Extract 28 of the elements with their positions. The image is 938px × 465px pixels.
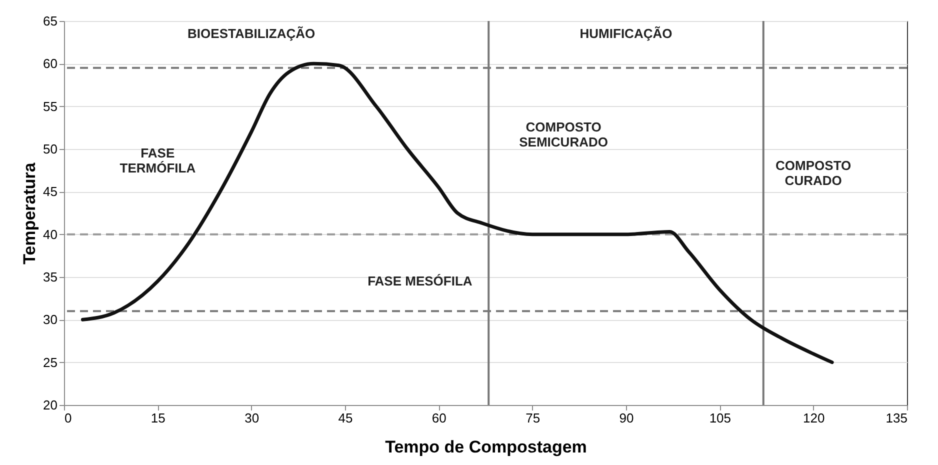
x-tick-label: 120: [802, 410, 825, 426]
annotation: FASE MESÓFILA: [368, 273, 473, 288]
y-tick-label: 25: [43, 354, 58, 370]
x-tick-label: 105: [709, 410, 732, 426]
x-tick-label: 30: [244, 410, 260, 426]
y-tick-label: 55: [43, 98, 58, 114]
y-axis-title: Temperatura: [20, 162, 40, 264]
y-tick-label: 20: [43, 398, 58, 412]
annotation: BIOESTABILIZAÇÃO: [188, 26, 316, 41]
annotation: HUMIFICAÇÃO: [580, 26, 672, 41]
y-tick-label: 60: [43, 56, 58, 72]
y-tick-label: 35: [43, 270, 58, 284]
y-tick-label: 50: [43, 142, 58, 156]
x-tick-label: 60: [432, 410, 446, 426]
y-tick-label: 65: [43, 14, 58, 28]
x-tick-label: 15: [150, 410, 166, 426]
x-axis-title: Tempo de Compostagem: [385, 438, 587, 456]
annotation: FASE TERMÓFILA: [120, 145, 196, 176]
x-tick-label: 0: [64, 410, 72, 426]
x-tick-label: 45: [338, 410, 353, 426]
y-tick-label: 40: [43, 226, 58, 242]
annotation: COMPOSTO CURADO: [776, 158, 852, 188]
x-tick-label: 75: [526, 410, 540, 426]
y-tick-label: 30: [43, 312, 58, 328]
x-tick-label: 90: [619, 410, 634, 426]
y-tick-label: 45: [43, 184, 58, 200]
annotation: COMPOSTO SEMICURADO: [519, 120, 608, 150]
x-tick-label: 135: [886, 410, 908, 426]
